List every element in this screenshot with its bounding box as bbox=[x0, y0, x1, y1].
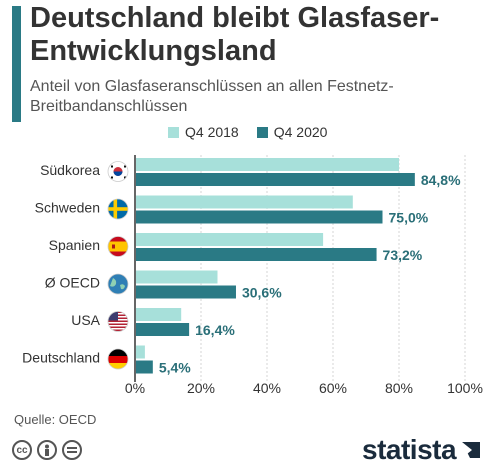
spain-flag-icon bbox=[107, 236, 129, 257]
chart-subtitle: Anteil von Glasfaseranschlüssen an allen… bbox=[30, 78, 394, 115]
statista-logo-mark-icon bbox=[462, 442, 481, 458]
category-label: Südkorea bbox=[40, 162, 100, 178]
data-label: 5,4% bbox=[159, 360, 191, 376]
bar-q4-2018 bbox=[136, 195, 353, 209]
legend: Q4 2018 Q4 2020 bbox=[168, 124, 345, 140]
bar-q4-2020 bbox=[136, 173, 415, 186]
source-note: Quelle: OECD bbox=[14, 412, 97, 427]
bar-q4-2020 bbox=[136, 323, 190, 336]
data-label: 16,4% bbox=[195, 322, 235, 338]
category-label: Schweden bbox=[35, 200, 100, 216]
legend-label-2018: Q4 2018 bbox=[185, 124, 239, 140]
legend-label-2020: Q4 2020 bbox=[273, 124, 328, 140]
oecd-globe-icon bbox=[107, 273, 129, 295]
usa-flag-icon bbox=[107, 311, 129, 332]
bar-q4-2020 bbox=[136, 360, 153, 374]
person-icon[interactable] bbox=[37, 440, 57, 460]
category-label: Ø OECD bbox=[45, 275, 100, 291]
data-label: 84,8% bbox=[421, 172, 461, 188]
license-icons: cc bbox=[12, 440, 87, 460]
category-label: USA bbox=[71, 312, 100, 328]
data-label: 30,6% bbox=[242, 285, 282, 301]
data-label: 75,0% bbox=[389, 210, 429, 226]
x-tick-label: 40% bbox=[253, 380, 281, 396]
x-tick-label: 20% bbox=[187, 380, 215, 396]
bar-q4-2020 bbox=[136, 210, 383, 224]
chart-title: Deutschland bleibt Glasfaser-Entwicklung… bbox=[30, 2, 440, 67]
x-tick-label: 0% bbox=[125, 380, 145, 396]
legend-item-2018: Q4 2018 bbox=[168, 124, 239, 140]
legend-item-2020: Q4 2020 bbox=[256, 124, 328, 140]
brand-name: statista bbox=[362, 434, 457, 465]
legend-swatch-2020 bbox=[256, 126, 268, 138]
x-tick-label: 80% bbox=[385, 380, 413, 396]
bar-q4-2018 bbox=[136, 308, 182, 321]
sweden-flag-icon bbox=[107, 198, 129, 220]
category-label: Deutschland bbox=[22, 350, 100, 366]
bar-q4-2020 bbox=[136, 248, 377, 261]
x-tick-label: 60% bbox=[319, 380, 347, 396]
category-label: Spanien bbox=[49, 237, 100, 253]
bar-q4-2018 bbox=[136, 345, 145, 359]
equals-icon[interactable] bbox=[62, 440, 82, 460]
data-label: 73,2% bbox=[383, 247, 423, 263]
legend-swatch-2018 bbox=[168, 126, 179, 138]
statista-logo[interactable]: statista bbox=[362, 434, 482, 466]
bar-q4-2018 bbox=[136, 270, 218, 284]
germany-flag-icon bbox=[107, 348, 129, 370]
x-tick-label: 100% bbox=[447, 380, 483, 396]
title-accent-bar bbox=[12, 6, 21, 122]
bar-q4-2018 bbox=[136, 233, 324, 246]
bar-q4-2020 bbox=[136, 285, 236, 299]
south-korea-flag-icon bbox=[107, 161, 129, 182]
bar-q4-2018 bbox=[136, 158, 399, 171]
cc-icon[interactable]: cc bbox=[12, 440, 32, 460]
